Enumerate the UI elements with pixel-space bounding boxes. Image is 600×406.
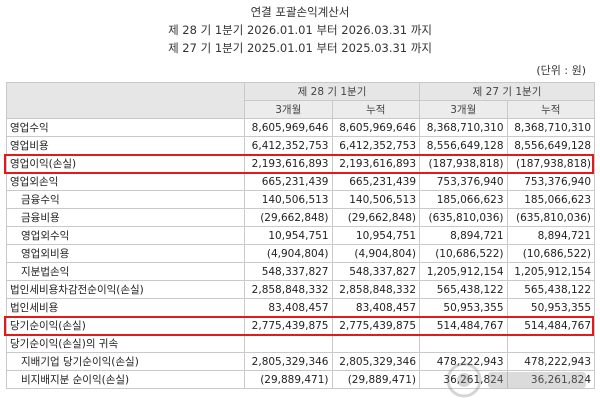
header-three-month: 3개월 [244, 100, 333, 119]
row-value: (4,904,804) [244, 244, 333, 263]
row-label: 영업수익 [6, 118, 245, 137]
row-value: 6,412,352,753 [331, 136, 421, 155]
period-current: 제 28 기 1분기 2026.01.01 부터 2026.03.31 까지 [168, 23, 432, 37]
row-value: (635,810,036) [506, 208, 596, 227]
row-label: 영업외수익 [6, 226, 245, 245]
row-value: 548,337,827 [331, 262, 421, 281]
row-label: 비지배지분 순이익(손실) [6, 370, 245, 389]
highlight-box [4, 153, 594, 174]
table-row: 영업이익(손실) 2,193,616,893 2,193,616,893 (187,9… [6, 154, 596, 173]
table-row: 영업수익 8,605,969,646 8,605,969,646 8,368,710,… [6, 118, 596, 137]
row-value: 565,438,122 [506, 280, 596, 299]
row-value: 8,556,649,128 [506, 136, 596, 155]
row-value: 6,412,352,753 [244, 136, 333, 155]
row-value: (10,686,522) [419, 244, 508, 263]
table-row: 영업외수익 10,954,751 10,954,751 8,894,721 8,894,… [6, 226, 596, 245]
watermark-logo [446, 362, 586, 398]
row-value: (29,662,848) [331, 208, 421, 227]
header-cumulative: 누적 [506, 100, 596, 119]
row-label: 금융수익 [6, 190, 245, 209]
row-value: 8,894,721 [419, 226, 508, 245]
income-statement-table: 제 28 기 1분기 제 27 기 1분기 3개월 누적 3개월 누적 영업수익… [6, 82, 596, 389]
row-value: 8,368,710,310 [506, 118, 596, 137]
row-label: 영업외손익 [6, 172, 245, 191]
row-value: 140,506,513 [331, 190, 421, 209]
table-row: 당기순이익(손실)의 귀속 [6, 334, 596, 353]
row-value: 185,066,623 [506, 190, 596, 209]
row-value: (29,662,848) [244, 208, 333, 227]
row-value: 50,953,355 [419, 298, 508, 317]
statement-title: 연결 포괄손익계산서 [250, 5, 350, 19]
row-label: 영업비용 [6, 136, 245, 155]
row-value: 36,261,824 [506, 370, 596, 389]
row-value: 10,954,751 [331, 226, 421, 245]
row-value: 1,205,912,154 [506, 262, 596, 281]
row-value: (10,686,522) [506, 244, 596, 263]
row-value: 2,805,329,346 [244, 352, 333, 371]
row-label: 지배기업 당기순이익(손실) [6, 352, 245, 371]
row-value: 753,376,940 [419, 172, 508, 191]
row-value: 514,484,767 [506, 316, 596, 335]
row-value: 8,556,649,128 [419, 136, 508, 155]
table-row: 금융수익 140,506,513 140,506,513 185,066,623 185… [6, 190, 596, 209]
table-row: 지분법손익 548,337,827 548,337,827 1,205,912,154… [6, 262, 596, 281]
row-value: 2,858,848,332 [244, 280, 333, 299]
row-value [244, 334, 333, 353]
header-current-period: 제 28 기 1분기 [243, 82, 421, 101]
highlight-box [4, 315, 594, 336]
row-value: 753,376,940 [506, 172, 596, 191]
row-value: 2,805,329,346 [331, 352, 421, 371]
row-value [506, 334, 596, 353]
row-value: 140,506,513 [244, 190, 333, 209]
row-value: 8,605,969,646 [331, 118, 421, 137]
row-label: 영업외비용 [6, 244, 245, 263]
row-value: 8,368,710,310 [419, 118, 508, 137]
table-row: 법인세비용 83,408,457 83,408,457 50,953,355 50,95… [6, 298, 596, 317]
row-value: 548,337,827 [244, 262, 333, 281]
table-row: 영업비용 6,412,352,753 6,412,352,753 8,556,649,… [6, 136, 596, 155]
table-row: 영업외손익 665,231,439 665,231,439 753,376,940 75… [6, 172, 596, 191]
unit-label: (단위 : 원) [536, 64, 586, 77]
row-value: (29,889,471) [331, 370, 421, 389]
table-row: 영업외비용 (4,904,804) (4,904,804) (10,686,522)(… [6, 244, 596, 263]
row-value: 10,954,751 [244, 226, 333, 245]
period-prior: 제 27 기 1분기 2025.01.01 부터 2025.03.31 까지 [168, 41, 432, 55]
table-row: 금융비용 (29,662,848) (29,662,848) (635,810,036… [6, 208, 596, 227]
row-value: 83,408,457 [331, 298, 421, 317]
row-value: 478,222,943 [419, 352, 508, 371]
row-value: 565,438,122 [419, 280, 508, 299]
row-label: 당기순이익(손실)의 귀속 [6, 334, 245, 353]
row-value [419, 334, 508, 353]
row-label: 법인세비용차감전순이익(손실) [6, 280, 245, 299]
header-blank [6, 82, 245, 119]
table-row: 법인세비용차감전순이익(손실) 2,858,848,332 2,858,848,33… [6, 280, 596, 299]
header-prior-period: 제 27 기 1분기 [419, 82, 596, 101]
row-value: 185,066,623 [419, 190, 508, 209]
row-value: 83,408,457 [244, 298, 333, 317]
row-value: 2,858,848,332 [331, 280, 421, 299]
row-value: 8,605,969,646 [244, 118, 333, 137]
row-value: (635,810,036) [419, 208, 508, 227]
header-three-month: 3개월 [419, 100, 508, 119]
row-label: 금융비용 [6, 208, 245, 227]
row-value: 36,261,824 [419, 370, 508, 389]
header-cumulative: 누적 [331, 100, 421, 119]
row-value: 8,894,721 [506, 226, 596, 245]
row-value [331, 334, 421, 353]
row-value: (29,889,471) [244, 370, 333, 389]
row-value: 1,205,912,154 [419, 262, 508, 281]
table-row: 비지배지분 순이익(손실) (29,889,471) (29,889,471) 36,… [6, 370, 596, 389]
row-label: 지분법손익 [6, 262, 245, 281]
row-value: (4,904,804) [331, 244, 421, 263]
row-label: 법인세비용 [6, 298, 245, 317]
row-value: 50,953,355 [506, 298, 596, 317]
row-value: 665,231,439 [244, 172, 333, 191]
row-value: 665,231,439 [331, 172, 421, 191]
